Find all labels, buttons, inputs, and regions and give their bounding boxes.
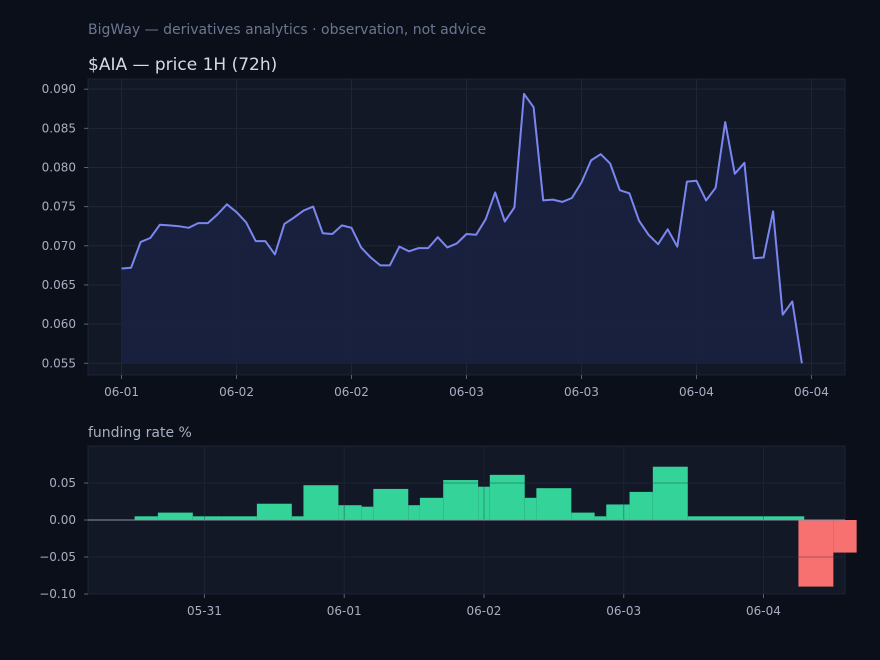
funding-bar [338, 505, 362, 520]
funding-bar [687, 516, 805, 520]
funding-bar [489, 474, 525, 520]
price-chart: 0.055 0.060 0.065 0.070 0.075 0.080 0.085 0.090… [42, 78, 846, 399]
price-xtick-label: 06-03 [564, 385, 599, 399]
price-ytick-label: 0.075 [42, 200, 76, 214]
brand-subtitle: BigWay — derivatives analytics · observa… [88, 22, 486, 38]
price-area-fill [121, 93, 802, 364]
price-ytick-label: 0.090 [42, 82, 76, 96]
funding-bar [291, 516, 304, 520]
price-ytick-label: 0.085 [42, 121, 76, 135]
funding-bar [478, 486, 490, 520]
funding-bar [303, 485, 339, 520]
funding-ytick-label: −0.05 [39, 550, 76, 564]
funding-bar [361, 506, 374, 520]
price-ytick-label: 0.060 [42, 317, 76, 331]
funding-bar [157, 512, 193, 520]
price-xtick-label: 06-03 [449, 385, 484, 399]
funding-xtick-label: 06-02 [467, 604, 502, 618]
funding-bar [373, 488, 409, 520]
funding-bar [571, 512, 595, 520]
price-chart-title: $AIA — price 1H (72h) [88, 55, 277, 75]
price-ytick-label: 0.080 [42, 160, 76, 174]
funding-bar [798, 520, 834, 587]
funding-ytick-label: −0.10 [39, 587, 76, 601]
funding-ytick-label: 0.00 [49, 513, 76, 527]
funding-ytick-label: 0.05 [49, 476, 76, 490]
funding-chart: −0.10 −0.05 0.00 0.05 05-31 06-01 06-02 06-03 06… [39, 445, 857, 618]
funding-bar [833, 520, 857, 553]
funding-bar [629, 491, 653, 520]
funding-xtick-label: 06-01 [327, 604, 362, 618]
funding-bar [408, 505, 420, 520]
price-ytick-label: 0.055 [42, 356, 76, 370]
funding-xtick-label: 06-03 [606, 604, 641, 618]
funding-bar [134, 516, 158, 520]
funding-bar [221, 516, 257, 520]
price-ytick-label: 0.070 [42, 239, 76, 253]
price-xtick-label: 06-01 [104, 385, 139, 399]
funding-bar [606, 504, 630, 520]
price-xtick-label: 06-02 [334, 385, 369, 399]
funding-bar [594, 516, 607, 520]
funding-chart-title: funding rate % [88, 425, 192, 441]
funding-bar [419, 497, 444, 520]
funding-bar [536, 488, 572, 520]
price-ytick-label: 0.065 [42, 278, 76, 292]
price-xtick-label: 06-04 [794, 385, 829, 399]
funding-bar [524, 497, 537, 520]
funding-bar [192, 516, 222, 520]
funding-bar [652, 466, 688, 520]
funding-xtick-label: 05-31 [187, 604, 222, 618]
funding-xtick-label: 06-04 [746, 604, 781, 618]
price-xtick-label: 06-04 [679, 385, 714, 399]
price-xtick-label: 06-02 [219, 385, 254, 399]
price-series-line [121, 92, 803, 364]
funding-bar [443, 480, 479, 520]
funding-bar [256, 503, 292, 520]
